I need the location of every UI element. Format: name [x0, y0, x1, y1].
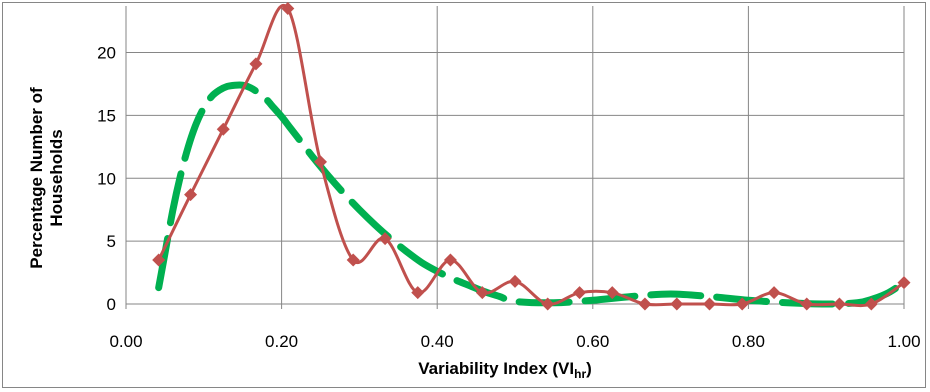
observed-marker [897, 276, 911, 290]
observed-marker [670, 297, 684, 311]
observed-marker [378, 232, 392, 246]
x-tick-label: 0.40 [421, 332, 454, 351]
observed-marker [735, 297, 749, 311]
x-tick-label: 0.00 [109, 332, 142, 351]
observed-marker [605, 286, 619, 300]
y-axis-title: Percentage Number of Households [27, 87, 66, 269]
y-axis-title-line2: Households [47, 129, 66, 226]
fitted-series [155, 81, 908, 308]
observed-marker [832, 297, 846, 311]
observed-marker [314, 155, 327, 169]
observed-marker [249, 57, 263, 71]
observed-marker [281, 2, 295, 16]
x-axis-title: Variability Index (VIhr) [418, 359, 592, 381]
observed-marker [411, 286, 425, 300]
observed-marker [508, 274, 522, 288]
observed-marker [573, 286, 587, 300]
observed-marker [800, 297, 814, 311]
y-axis-title-line1: Percentage Number of [27, 87, 46, 269]
fitted-curve [155, 81, 908, 308]
chart-frame [2, 2, 926, 388]
observed-marker [475, 286, 489, 300]
x-tick-label: 0.60 [576, 332, 609, 351]
y-tick-label: 20 [97, 44, 116, 63]
observed-marker [638, 297, 652, 311]
observed-marker [443, 253, 457, 267]
observed-marker [703, 297, 716, 311]
axes [125, 6, 905, 309]
x-tick-label: 1.00 [887, 332, 920, 351]
y-tick-label: 10 [97, 169, 116, 188]
observed-marker [152, 253, 166, 267]
x-tick-label: 0.20 [265, 332, 298, 351]
observed-marker [864, 297, 878, 311]
observed-marker [184, 188, 198, 202]
tick-labels: 0 5 10 15 20 0.00 0.20 0.40 0.60 0.80 1.00 [97, 44, 920, 351]
y-tick-label: 15 [97, 106, 116, 125]
y-tick-label: 5 [107, 232, 116, 251]
observed-marker [541, 297, 555, 311]
observed-marker [346, 253, 360, 267]
observed-marker [767, 286, 781, 300]
y-tick-label: 0 [107, 295, 116, 314]
x-tick-label: 0.80 [732, 332, 765, 351]
observed-series [152, 2, 911, 311]
observed-marker [216, 122, 230, 136]
gridlines [126, 6, 905, 304]
observed-line [157, 4, 905, 308]
